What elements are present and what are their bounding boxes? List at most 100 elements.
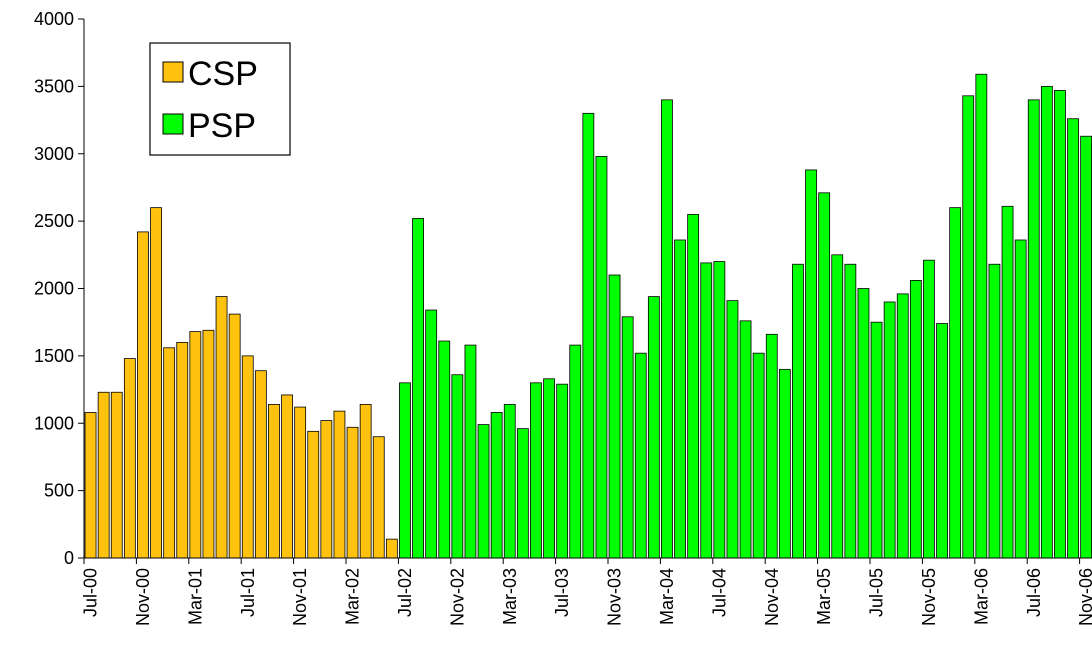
bar	[949, 207, 962, 559]
bar	[713, 261, 726, 559]
x-tick-label: Nov-00	[133, 568, 153, 626]
bar	[385, 538, 398, 559]
bar	[634, 352, 647, 559]
bar	[700, 262, 713, 559]
x-tick-label: Jul-02	[395, 568, 415, 617]
y-tick-label: 1500	[34, 346, 74, 366]
bar	[359, 403, 372, 559]
x-tick-label: Nov-04	[762, 568, 782, 626]
x-tick-label: Mar-01	[185, 568, 205, 625]
bar	[399, 382, 411, 559]
bar	[254, 370, 267, 559]
bar	[97, 391, 110, 559]
x-tick-label: Nov-05	[919, 568, 939, 626]
legend-label: CSP	[188, 55, 258, 93]
x-tick-label: Jul-05	[867, 568, 887, 617]
y-tick-label: 2500	[34, 211, 74, 231]
bar	[962, 95, 975, 559]
legend-label: PSP	[188, 107, 256, 145]
bar	[1054, 90, 1066, 559]
x-tick-label: Mar-06	[971, 568, 991, 625]
legend-swatch	[162, 113, 184, 135]
bar	[739, 320, 752, 559]
bar	[412, 218, 424, 559]
bar	[805, 169, 817, 559]
bar	[831, 254, 844, 559]
x-tick-label: Nov-06	[1076, 568, 1092, 626]
bar	[110, 391, 123, 559]
bar	[425, 309, 438, 559]
bar	[150, 207, 162, 559]
bar	[674, 239, 686, 559]
bar	[1014, 239, 1027, 559]
bar	[556, 383, 569, 559]
x-tick-label: Jul-06	[1024, 568, 1044, 617]
bar	[451, 374, 464, 559]
x-tick-label: Mar-04	[657, 568, 677, 625]
bar	[1080, 135, 1092, 559]
bar	[333, 410, 346, 559]
bar	[320, 420, 333, 559]
bar	[1067, 118, 1079, 559]
bar	[464, 344, 477, 559]
bar	[503, 403, 516, 559]
bar	[595, 156, 608, 559]
bar	[582, 112, 595, 559]
bar	[346, 426, 359, 559]
bar	[189, 331, 202, 559]
bar	[215, 296, 228, 559]
bar	[490, 412, 503, 559]
bar	[687, 213, 700, 559]
bar	[543, 378, 555, 559]
y-tick-label: 4000	[34, 9, 74, 29]
bar	[1027, 99, 1040, 559]
x-tick-label: Mar-02	[343, 568, 363, 625]
bar	[516, 428, 529, 559]
bar	[857, 288, 870, 559]
bar	[372, 436, 385, 559]
y-tick-label: 0	[64, 548, 74, 568]
bar	[844, 263, 857, 559]
bar	[228, 313, 241, 559]
bar	[621, 316, 634, 559]
y-tick-label: 3000	[34, 144, 74, 164]
bar	[896, 293, 909, 559]
bar	[870, 321, 883, 559]
bar	[1040, 85, 1053, 559]
bar	[84, 412, 97, 559]
bar	[268, 403, 280, 559]
bar	[123, 358, 136, 559]
y-tick-label: 1000	[34, 413, 74, 433]
bar	[477, 424, 490, 559]
bar	[241, 355, 254, 559]
x-tick-label: Jul-01	[238, 568, 258, 617]
bar	[176, 341, 189, 559]
bar	[818, 192, 831, 559]
bar	[909, 280, 922, 559]
bar	[778, 368, 791, 559]
bar	[765, 333, 778, 559]
bar	[647, 296, 660, 559]
x-tick-label: Mar-03	[500, 568, 520, 625]
bar	[883, 301, 896, 559]
x-tick-label: Nov-01	[290, 568, 310, 626]
bar	[726, 300, 739, 559]
bar	[975, 73, 988, 559]
x-tick-label: Jul-04	[709, 568, 729, 617]
bar	[792, 263, 804, 559]
bar	[530, 382, 542, 559]
x-tick-label: Jul-03	[552, 568, 572, 617]
bar	[294, 406, 307, 559]
bar	[936, 323, 948, 559]
bar	[569, 344, 582, 559]
y-tick-label: 500	[44, 481, 74, 501]
y-tick-label: 3500	[34, 76, 74, 96]
y-tick-label: 2000	[34, 279, 74, 299]
bar	[1001, 205, 1014, 559]
bar	[608, 274, 621, 559]
legend-swatch	[162, 61, 184, 83]
bar	[988, 263, 1001, 559]
bar	[307, 430, 320, 559]
bar	[202, 329, 215, 559]
